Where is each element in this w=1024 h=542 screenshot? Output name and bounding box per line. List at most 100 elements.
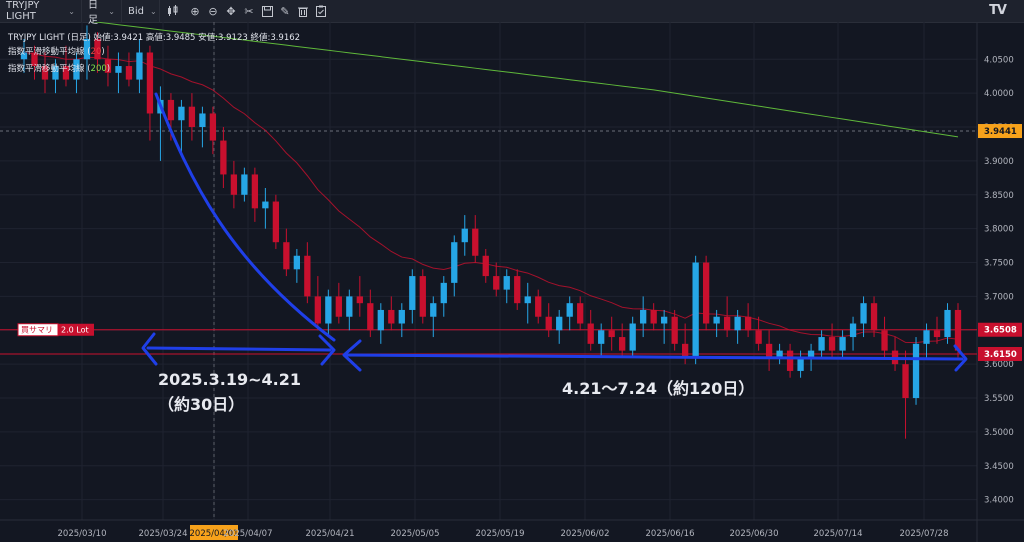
candle <box>325 289 332 338</box>
candle <box>713 309 720 338</box>
candle <box>629 316 636 358</box>
candle <box>723 296 731 338</box>
horizontal-line-price-tag: 3.6150 <box>978 347 1022 361</box>
y-tick-label: 3.5000 <box>984 428 1014 438</box>
candle <box>356 276 363 317</box>
zoom-in-icon[interactable]: ⊕ <box>190 4 200 18</box>
candle <box>230 160 238 209</box>
candle <box>115 52 122 94</box>
candle <box>472 215 479 263</box>
candle <box>377 303 384 344</box>
candle <box>797 350 804 378</box>
price-axis: 4.05004.00003.95003.90003.85003.80003.75… <box>984 55 1014 505</box>
candle <box>671 309 678 351</box>
price-tags: 3.9441 3.6508 3.6150 買サマリ 2.0 Lot <box>17 124 1022 361</box>
candle <box>262 188 269 229</box>
interval-selector[interactable]: 日足 ⌄ <box>82 0 122 26</box>
time-axis: 2025/03/10 2025/03/24 2025/04/012025/04/07… <box>58 525 949 540</box>
ema20-legend[interactable]: 指数平滑移動平均線 (20) <box>8 45 105 57</box>
range2-arrow <box>344 353 964 361</box>
candle <box>566 296 573 331</box>
x-tick-label: 2025/06/02 <box>561 529 610 539</box>
x-tick-label: 2025/07/14 <box>814 529 863 539</box>
candle <box>587 309 594 351</box>
candle <box>125 52 133 87</box>
candle <box>251 167 259 222</box>
candle <box>535 289 542 324</box>
chevron-down-icon: ⌄ <box>150 6 157 16</box>
candle <box>640 296 647 338</box>
price-type-selector[interactable]: Bid ⌄ <box>122 0 160 22</box>
x-tick-label: 2025/05/19 <box>476 529 525 539</box>
pencil-icon[interactable]: ✎ <box>280 4 290 18</box>
toolbar: TRYJPY LIGHT ⌄ 日足 ⌄ Bid ⌄ ⊕ ⊖ ✥ ✂ ✎ TV <box>0 0 1024 26</box>
candle <box>902 350 909 439</box>
last-price-tag: 3.9441 <box>978 124 1022 139</box>
price-chart[interactable]: 4.05004.00003.95003.90003.85003.80003.75… <box>0 22 1024 542</box>
candle <box>367 289 374 338</box>
candle <box>608 316 615 351</box>
x-tick-label: 2025/06/16 <box>646 529 695 539</box>
candle <box>440 276 447 317</box>
candle <box>870 296 878 338</box>
range1-arrowhead-left <box>141 332 158 366</box>
candles <box>20 25 962 439</box>
ohlc-legend: TRYJPY LIGHT (日足) 始値:3.9421 高値:3.9485 安値… <box>8 33 301 43</box>
candle <box>524 282 531 324</box>
candle-type-icon[interactable] <box>160 0 186 22</box>
candle <box>702 255 710 331</box>
annotation-range1-days: （約30日） <box>158 395 244 414</box>
ema200-label: 指数平滑移動平均線 ( <box>8 64 91 74</box>
candle <box>104 45 112 87</box>
range2-arrowhead-right <box>953 344 968 372</box>
candle <box>188 93 196 141</box>
svg-text:3.6508: 3.6508 <box>984 326 1017 336</box>
ema200-legend[interactable]: 指数平滑移動平均線 (200) <box>8 62 110 74</box>
candle <box>388 296 395 331</box>
candle <box>734 309 741 344</box>
chevron-down-icon: ⌄ <box>68 6 75 16</box>
symbol-label: TRYJPY LIGHT <box>6 0 40 22</box>
candle <box>293 248 301 283</box>
position-label[interactable]: 買サマリ 2.0 Lot <box>17 323 94 337</box>
candle <box>881 316 888 358</box>
x-tick-label: 2025/04/07 <box>224 529 273 539</box>
ema-lines <box>23 22 959 344</box>
tradingview-logo: TV <box>989 3 1007 18</box>
zoom-out-icon[interactable]: ⊖ <box>208 4 218 18</box>
interval-label: 日足 <box>88 0 98 26</box>
y-tick-label: 4.0000 <box>984 89 1014 99</box>
y-tick-label: 3.7000 <box>984 292 1014 302</box>
candle <box>346 289 353 331</box>
candle <box>912 337 920 405</box>
candle <box>765 330 773 371</box>
scissors-icon[interactable]: ✂ <box>244 4 254 18</box>
candle <box>199 106 206 148</box>
x-tick-label: 2025/04/21 <box>306 529 355 539</box>
x-tick-label: 2025/04/01 <box>190 529 239 539</box>
trash-icon[interactable] <box>294 0 312 22</box>
annotation-range1-dates: 2025.3.19~4.21 <box>158 370 301 389</box>
candle <box>52 59 59 94</box>
horizontal-lines <box>0 130 977 355</box>
clipboard-icon[interactable] <box>312 0 330 22</box>
y-tick-label: 3.8500 <box>984 191 1014 201</box>
chart-grid <box>0 22 977 520</box>
candle <box>923 323 930 358</box>
hand-drawn-annotations <box>141 92 968 372</box>
candle <box>31 45 38 80</box>
crosshair-move-icon[interactable]: ✥ <box>226 4 236 18</box>
y-tick-label: 3.6000 <box>984 360 1014 370</box>
save-icon[interactable] <box>258 0 276 22</box>
candle <box>692 255 699 365</box>
candle <box>41 52 49 94</box>
ema200-line <box>92 22 959 138</box>
candle <box>839 330 846 358</box>
candle <box>430 296 437 338</box>
candle <box>209 106 217 155</box>
symbol-selector[interactable]: TRYJPY LIGHT ⌄ <box>0 0 82 22</box>
candle <box>304 242 311 304</box>
candle <box>577 296 584 331</box>
x-tick-label: 2025/03/10 <box>58 529 107 539</box>
candle <box>283 228 290 277</box>
